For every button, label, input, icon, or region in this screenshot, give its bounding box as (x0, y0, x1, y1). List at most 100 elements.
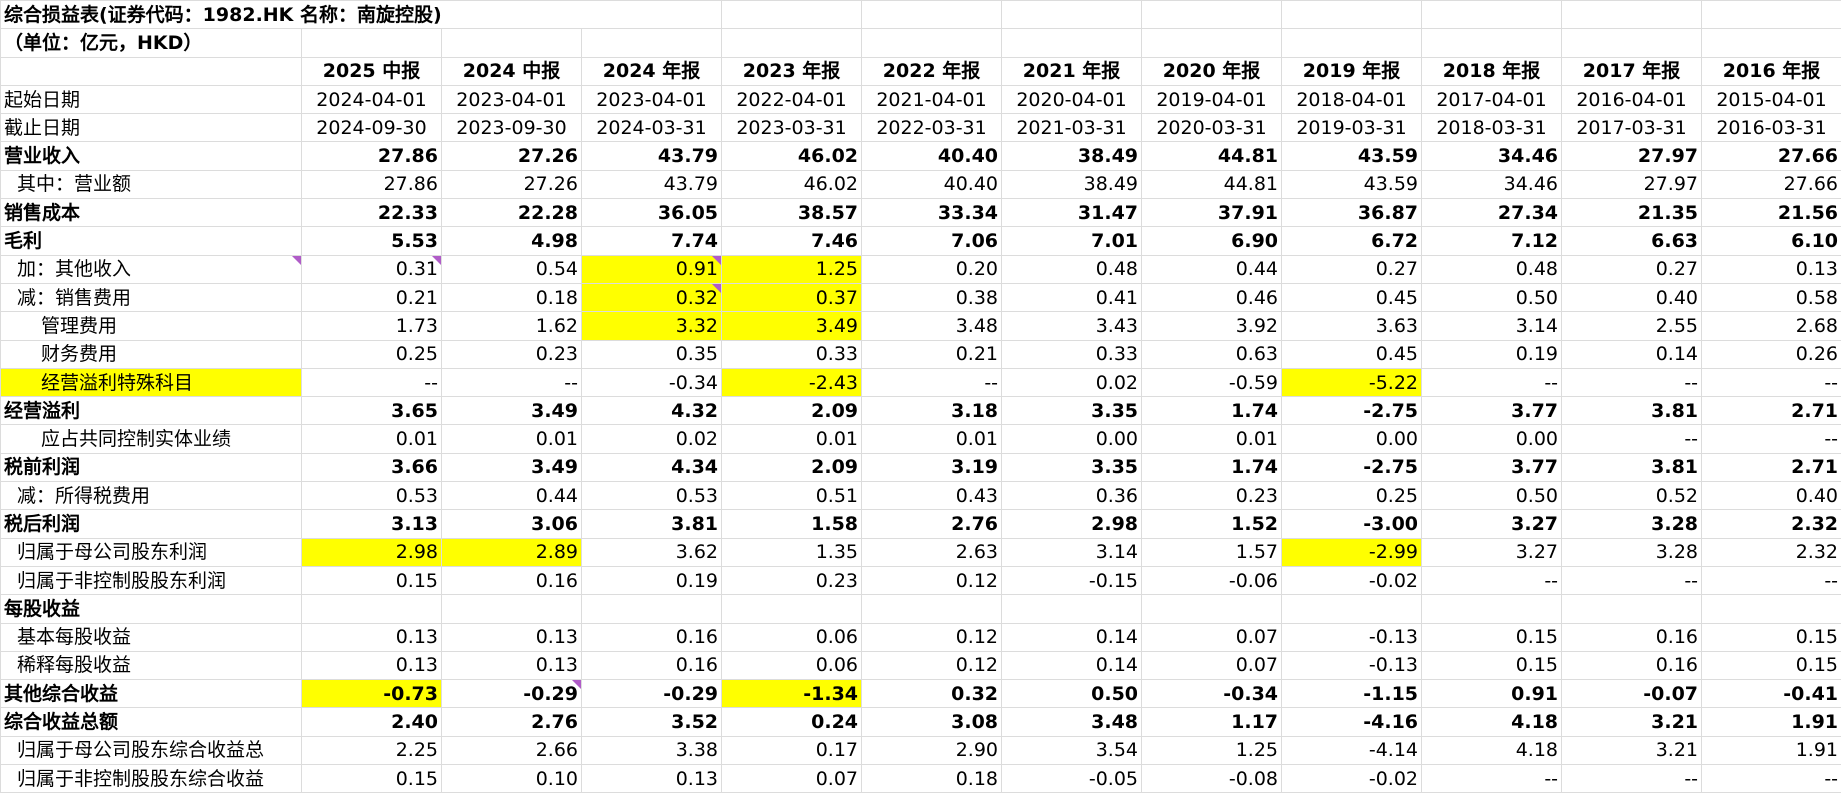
value-cell[interactable]: 0.07 (721, 764, 863, 794)
row-label[interactable]: 税前利润 (0, 452, 302, 483)
value-cell[interactable]: 3.21 (1561, 707, 1703, 737)
value-cell[interactable]: 3.62 (580, 537, 723, 567)
value-cell[interactable]: 0.12 (861, 650, 1003, 681)
value-cell[interactable]: 2020-04-01 (1001, 84, 1143, 115)
value-cell[interactable]: 7.06 (861, 226, 1003, 256)
value-cell[interactable]: 1.91 (1701, 707, 1841, 737)
value-cell[interactable]: 43.59 (1281, 169, 1423, 200)
value-cell[interactable]: 2016-03-31 (1701, 113, 1841, 143)
row-label[interactable]: 其他综合收益 (0, 679, 302, 709)
value-cell[interactable]: -2.43 (721, 367, 863, 398)
value-cell[interactable]: 46.02 (721, 169, 863, 200)
value-cell[interactable]: 6.10 (1701, 226, 1841, 256)
value-cell[interactable]: 3.27 (1421, 537, 1563, 567)
value-cell[interactable]: -- (301, 367, 442, 398)
value-cell[interactable]: 0.00 (1281, 424, 1423, 454)
value-cell[interactable]: 0.50 (1421, 282, 1563, 313)
value-cell[interactable]: 0.10 (441, 764, 582, 794)
value-cell[interactable]: 0.27 (1561, 254, 1703, 284)
value-cell[interactable]: 0.15 (1421, 650, 1563, 681)
value-cell[interactable]: 36.87 (1281, 198, 1423, 228)
row-label[interactable]: 应占共同控制实体业绩 (0, 424, 302, 454)
value-cell[interactable]: 1.74 (1141, 396, 1283, 426)
sheet-title[interactable]: 综合损益表(证券代码：1982.HK 名称：南旋控股) (0, 0, 723, 30)
value-cell[interactable]: 0.13 (301, 622, 442, 652)
value-cell[interactable]: 40.40 (861, 141, 1003, 171)
value-cell[interactable]: 3.19 (861, 452, 1003, 483)
value-cell[interactable]: 1.25 (721, 254, 863, 284)
value-cell[interactable]: 3.81 (1561, 452, 1703, 483)
value-cell[interactable]: 1.73 (301, 311, 442, 341)
value-cell[interactable]: 2024-09-30 (301, 113, 442, 143)
value-cell[interactable]: 2.55 (1561, 311, 1703, 341)
value-cell[interactable]: 40.40 (861, 169, 1003, 200)
row-label[interactable]: 每股收益 (0, 594, 302, 624)
period-header-5[interactable]: 2021 年报 (1001, 56, 1143, 86)
value-cell[interactable]: 44.81 (1141, 141, 1283, 171)
value-cell[interactable]: 6.72 (1281, 226, 1423, 256)
value-cell[interactable]: 0.01 (441, 424, 582, 454)
value-cell[interactable]: 0.21 (861, 339, 1003, 369)
row-label[interactable]: 经营溢利特殊科目 (0, 367, 302, 398)
row-label[interactable]: 毛利 (0, 226, 302, 256)
value-cell[interactable]: -- (1421, 764, 1563, 794)
row-label[interactable]: 减：所得税费用 (0, 481, 302, 511)
value-cell[interactable]: 3.49 (441, 396, 582, 426)
value-cell[interactable]: 0.06 (721, 650, 863, 681)
value-cell[interactable]: 6.63 (1561, 226, 1703, 256)
value-cell[interactable]: 0.44 (1141, 254, 1283, 284)
value-cell[interactable]: -- (1561, 424, 1703, 454)
value-cell[interactable]: 0.01 (861, 424, 1003, 454)
value-cell[interactable]: 2016-04-01 (1561, 84, 1703, 115)
value-cell[interactable]: -- (1561, 565, 1703, 596)
value-cell[interactable]: 0.23 (721, 565, 863, 596)
value-cell[interactable]: -0.05 (1001, 764, 1143, 794)
value-cell[interactable]: 2.76 (861, 509, 1003, 539)
value-cell[interactable]: 33.34 (861, 198, 1003, 228)
value-cell[interactable]: 3.38 (580, 735, 723, 766)
value-cell[interactable]: 2019-03-31 (1281, 113, 1423, 143)
value-cell[interactable]: -0.08 (1141, 764, 1283, 794)
value-cell[interactable]: 0.15 (301, 565, 442, 596)
value-cell[interactable]: 2017-03-31 (1561, 113, 1703, 143)
value-cell[interactable]: 2018-03-31 (1421, 113, 1563, 143)
value-cell[interactable]: 0.45 (1281, 282, 1423, 313)
value-cell[interactable]: 0.02 (1001, 367, 1143, 398)
value-cell[interactable]: 0.15 (1421, 622, 1563, 652)
value-cell[interactable]: -- (1701, 764, 1841, 794)
value-cell[interactable]: 3.54 (1001, 735, 1143, 766)
value-cell[interactable]: 2.09 (721, 452, 863, 483)
value-cell[interactable]: 27.66 (1701, 169, 1841, 200)
value-cell[interactable] (721, 594, 863, 624)
value-cell[interactable] (1701, 594, 1841, 624)
value-cell[interactable]: 2017-04-01 (1421, 84, 1563, 115)
value-cell[interactable]: 37.91 (1141, 198, 1283, 228)
period-header-3[interactable]: 2023 年报 (721, 56, 863, 86)
value-cell[interactable]: 1.57 (1141, 537, 1283, 567)
value-cell[interactable]: -0.59 (1141, 367, 1283, 398)
row-label[interactable]: 归属于非控制股股东利润 (0, 565, 302, 596)
value-cell[interactable]: -4.14 (1281, 735, 1423, 766)
value-cell[interactable]: 34.46 (1421, 141, 1563, 171)
value-cell[interactable]: 2.40 (301, 707, 442, 737)
value-cell[interactable]: 0.15 (1701, 650, 1841, 681)
value-cell[interactable]: 4.32 (580, 396, 723, 426)
row-label[interactable]: 起始日期 (0, 84, 302, 115)
value-cell[interactable]: 2.66 (441, 735, 582, 766)
value-cell[interactable]: 4.18 (1421, 707, 1563, 737)
value-cell[interactable] (1561, 594, 1703, 624)
period-header-9[interactable]: 2017 年报 (1561, 56, 1703, 86)
value-cell[interactable]: 0.35 (580, 339, 723, 369)
row-label[interactable]: 归属于非控制股股东综合收益 (0, 764, 302, 794)
value-cell[interactable]: 27.86 (301, 169, 442, 200)
value-cell[interactable]: 0.36 (1001, 481, 1143, 511)
value-cell[interactable]: 34.46 (1421, 169, 1563, 200)
value-cell[interactable]: 3.77 (1421, 452, 1563, 483)
value-cell[interactable]: 0.19 (1421, 339, 1563, 369)
value-cell[interactable]: 3.92 (1141, 311, 1283, 341)
value-cell[interactable]: 0.38 (861, 282, 1003, 313)
value-cell[interactable]: 0.01 (1141, 424, 1283, 454)
value-cell[interactable]: 0.17 (721, 735, 863, 766)
row-label[interactable]: 财务费用 (0, 339, 302, 369)
value-cell[interactable]: -- (861, 367, 1003, 398)
